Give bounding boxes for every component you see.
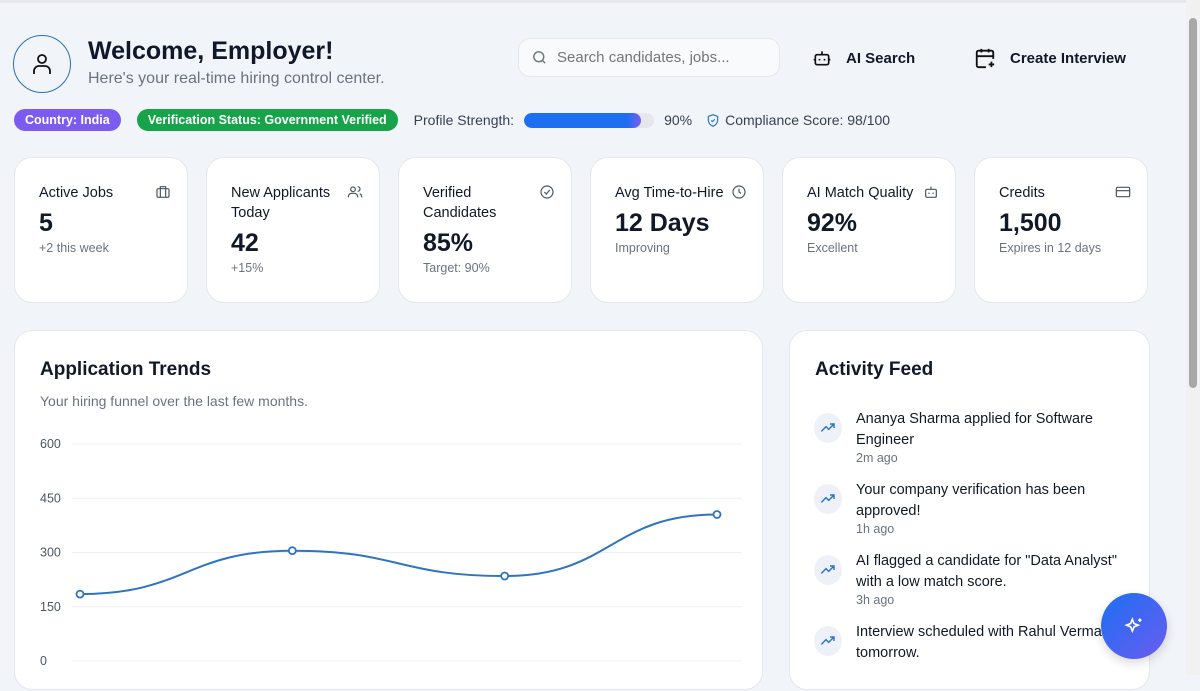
stat-label: Verified Candidates (423, 185, 497, 221)
application-trends-panel: Application Trends Your hiring funnel ov… (14, 330, 763, 690)
compliance-score-text: Compliance Score: 98/100 (725, 112, 891, 128)
shield-check-icon (707, 113, 719, 127)
stat-sub: Improving (615, 241, 670, 255)
activity-time: 2m ago (856, 451, 898, 465)
profile-strength-label: Profile Strength: (413, 112, 515, 128)
feed-title: Activity Feed (815, 359, 934, 380)
activity-time: 3h ago (856, 593, 895, 607)
data-point[interactable] (75, 589, 85, 599)
stat-sub: Target: 90% (423, 261, 490, 275)
user-icon (33, 54, 51, 74)
activity-text: AI flagged a candidate for "Data Analyst… (856, 553, 1117, 590)
trending-up-icon (814, 555, 842, 585)
stat-card: Avg Time-to-Hire 12 Days Improving (590, 157, 764, 303)
list-item: Ananya Sharma applied for Software Engin… (814, 409, 1134, 465)
stat-value: 42 (231, 229, 259, 257)
compliance-score: Compliance Score: 98/100 (706, 112, 890, 128)
series-line (79, 513, 718, 596)
stat-card: Verified Candidates 85% Target: 90% (398, 157, 572, 303)
y-tick-label: 600 (40, 437, 61, 451)
y-tick-label: 150 (40, 600, 61, 614)
trending-up-icon (814, 484, 842, 514)
trends-title: Application Trends (40, 359, 212, 380)
credit-card-icon (1115, 186, 1131, 198)
stat-label: AI Match Quality (807, 185, 914, 201)
y-tick-label: 450 (40, 491, 61, 505)
ai-search-button[interactable]: AI Search (812, 38, 915, 78)
trending-up-icon (814, 413, 842, 443)
create-interview-button[interactable]: Create Interview (974, 38, 1126, 78)
verification-badge: Verification Status: Government Verified (136, 109, 398, 131)
stat-label: New Applicants Today (231, 185, 331, 221)
list-item: Your company verification has been appro… (814, 480, 1134, 536)
scrollbar[interactable] (1186, 0, 1200, 675)
sparkles-icon (1124, 617, 1142, 634)
search-box[interactable] (518, 38, 780, 77)
stat-label: Avg Time-to-Hire (615, 185, 724, 201)
top-border (0, 0, 1200, 3)
stat-label: Active Jobs (39, 185, 114, 201)
stat-card: Credits 1,500 Expires in 12 days (974, 157, 1148, 303)
activity-feed-panel: Activity Feed Ananya Sharma applied for … (789, 330, 1150, 690)
stat-value: 1,500 (999, 209, 1062, 237)
trends-chart: 600 450 300 150 0 (40, 437, 742, 668)
stat-sub: +2 this week (39, 241, 109, 255)
data-point[interactable] (712, 510, 722, 519)
stat-card: New Applicants Today 42 +15% (206, 157, 380, 303)
profile-strength-fill (524, 112, 642, 128)
stat-card: Active Jobs 5 +2 this week (14, 157, 188, 303)
search-icon (533, 51, 546, 64)
page-subtitle: Here's your real-time hiring control cen… (88, 70, 385, 87)
stat-sub: Expires in 12 days (999, 241, 1102, 255)
stat-card: AI Match Quality 92% Excellent (782, 157, 956, 303)
bot-icon (925, 186, 937, 198)
calendar-plus-icon (975, 48, 995, 69)
stat-label: Credits (999, 185, 1045, 201)
users-icon (347, 186, 363, 198)
profile-strength-bar (524, 112, 655, 128)
stat-cards: Active Jobs 5 +2 this week New Applicant… (14, 157, 1148, 303)
activity-time: 1h ago (856, 522, 895, 536)
list-item: AI flagged a candidate for "Data Analyst… (814, 551, 1134, 607)
list-item: Interview scheduled with Rahul Verma for… (814, 622, 1134, 664)
clock-icon (732, 185, 746, 199)
profile-strength: Profile Strength: 90% (414, 112, 692, 128)
trending-up-icon (814, 626, 842, 656)
stat-value: 5 (39, 209, 53, 237)
activity-text: Your company verification has been appro… (856, 482, 1086, 519)
page-title: Welcome, Employer! (88, 37, 334, 65)
search-input[interactable] (557, 49, 757, 66)
status-row: Country: India Verification Status: Gove… (14, 109, 890, 131)
activity-text: Interview scheduled with Rahul Verma for… (856, 624, 1123, 661)
country-badge: Country: India (14, 109, 121, 131)
stat-value: 12 Days (615, 209, 710, 237)
y-tick-label: 0 (40, 654, 47, 668)
stat-value: 85% (423, 229, 474, 257)
activity-text: Ananya Sharma applied for Software Engin… (856, 411, 1093, 448)
stat-sub: +15% (231, 261, 264, 275)
scrollbar-thumb[interactable] (1189, 18, 1197, 388)
activity-feed-list: Ananya Sharma applied for Software Engin… (814, 409, 1134, 679)
data-point[interactable] (500, 571, 510, 581)
bot-icon (813, 51, 831, 66)
create-interview-label: Create Interview (1010, 49, 1126, 67)
trends-subtitle: Your hiring funnel over the last few mon… (40, 393, 308, 409)
ai-assistant-button[interactable] (1101, 593, 1167, 659)
ai-search-label: AI Search (846, 49, 916, 67)
avatar[interactable] (13, 35, 71, 93)
y-tick-label: 300 (40, 546, 61, 560)
stat-sub: Excellent (807, 241, 858, 255)
data-point[interactable] (287, 546, 297, 556)
briefcase-icon (156, 186, 170, 198)
check-circle-icon (540, 185, 554, 199)
profile-strength-value: 90% (664, 112, 693, 128)
stat-value: 92% (807, 209, 858, 237)
